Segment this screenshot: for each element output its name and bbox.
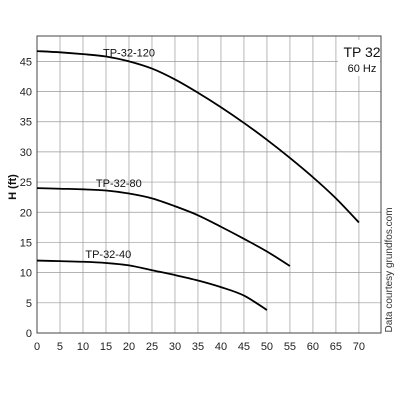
y-tick-label: 5 <box>26 298 32 310</box>
x-tick-label: 25 <box>146 341 158 353</box>
x-tick-label: 50 <box>261 341 273 353</box>
x-tick-label: 20 <box>123 341 135 353</box>
y-tick-label: 20 <box>20 207 32 219</box>
y-tick-label: 40 <box>20 87 32 99</box>
y-tick-label: 45 <box>20 56 32 68</box>
y-tick-label: 25 <box>20 177 32 189</box>
series-labels: TP-32-120 TP-32-80 TP-32-40 <box>85 47 155 261</box>
x-tick-label: 65 <box>330 341 342 353</box>
chart-title: TP 32 <box>343 44 380 60</box>
y-tick-label: 30 <box>20 147 32 159</box>
y-tick-label: 35 <box>20 117 32 129</box>
x-tick-label: 40 <box>215 341 227 353</box>
x-tick-label: 30 <box>169 341 181 353</box>
y-tick-label: 10 <box>20 268 32 280</box>
x-tick-label: 35 <box>192 341 204 353</box>
x-tick-label: 70 <box>353 341 365 353</box>
y-tick-label: 0 <box>26 328 32 340</box>
series-label: TP-32-80 <box>96 178 142 190</box>
x-tick-label: 55 <box>284 341 296 353</box>
x-tick-label: 15 <box>100 341 112 353</box>
title-box <box>338 40 380 76</box>
data-credit: Data courtesy grundfos.com <box>384 207 395 332</box>
series-line-tp-32-80 <box>36 187 291 267</box>
x-tick-label: 60 <box>307 341 319 353</box>
y-tick-labels: 0 5 10 15 20 25 30 35 40 45 <box>20 56 32 340</box>
series-label: TP-32-40 <box>85 249 131 261</box>
grid <box>37 36 381 333</box>
x-tick-labels: 0 5 10 15 20 25 30 35 40 45 50 55 60 65 70 <box>34 341 365 353</box>
x-tick-label: 10 <box>77 341 89 353</box>
x-tick-label: 0 <box>34 341 40 353</box>
y-axis-label: H (ft) <box>7 174 19 200</box>
plot-frame <box>36 35 382 334</box>
series-label: TP-32-120 <box>103 47 155 59</box>
series-line-tp-32-120 <box>36 50 360 224</box>
x-tick-label: 5 <box>57 341 63 353</box>
series-lines <box>36 50 360 311</box>
chart-subtitle: 60 Hz <box>348 63 377 75</box>
series-line-tp-32-40 <box>36 259 268 311</box>
axes <box>36 35 382 334</box>
y-tick-label: 15 <box>20 237 32 249</box>
x-tick-label: 45 <box>238 341 250 353</box>
